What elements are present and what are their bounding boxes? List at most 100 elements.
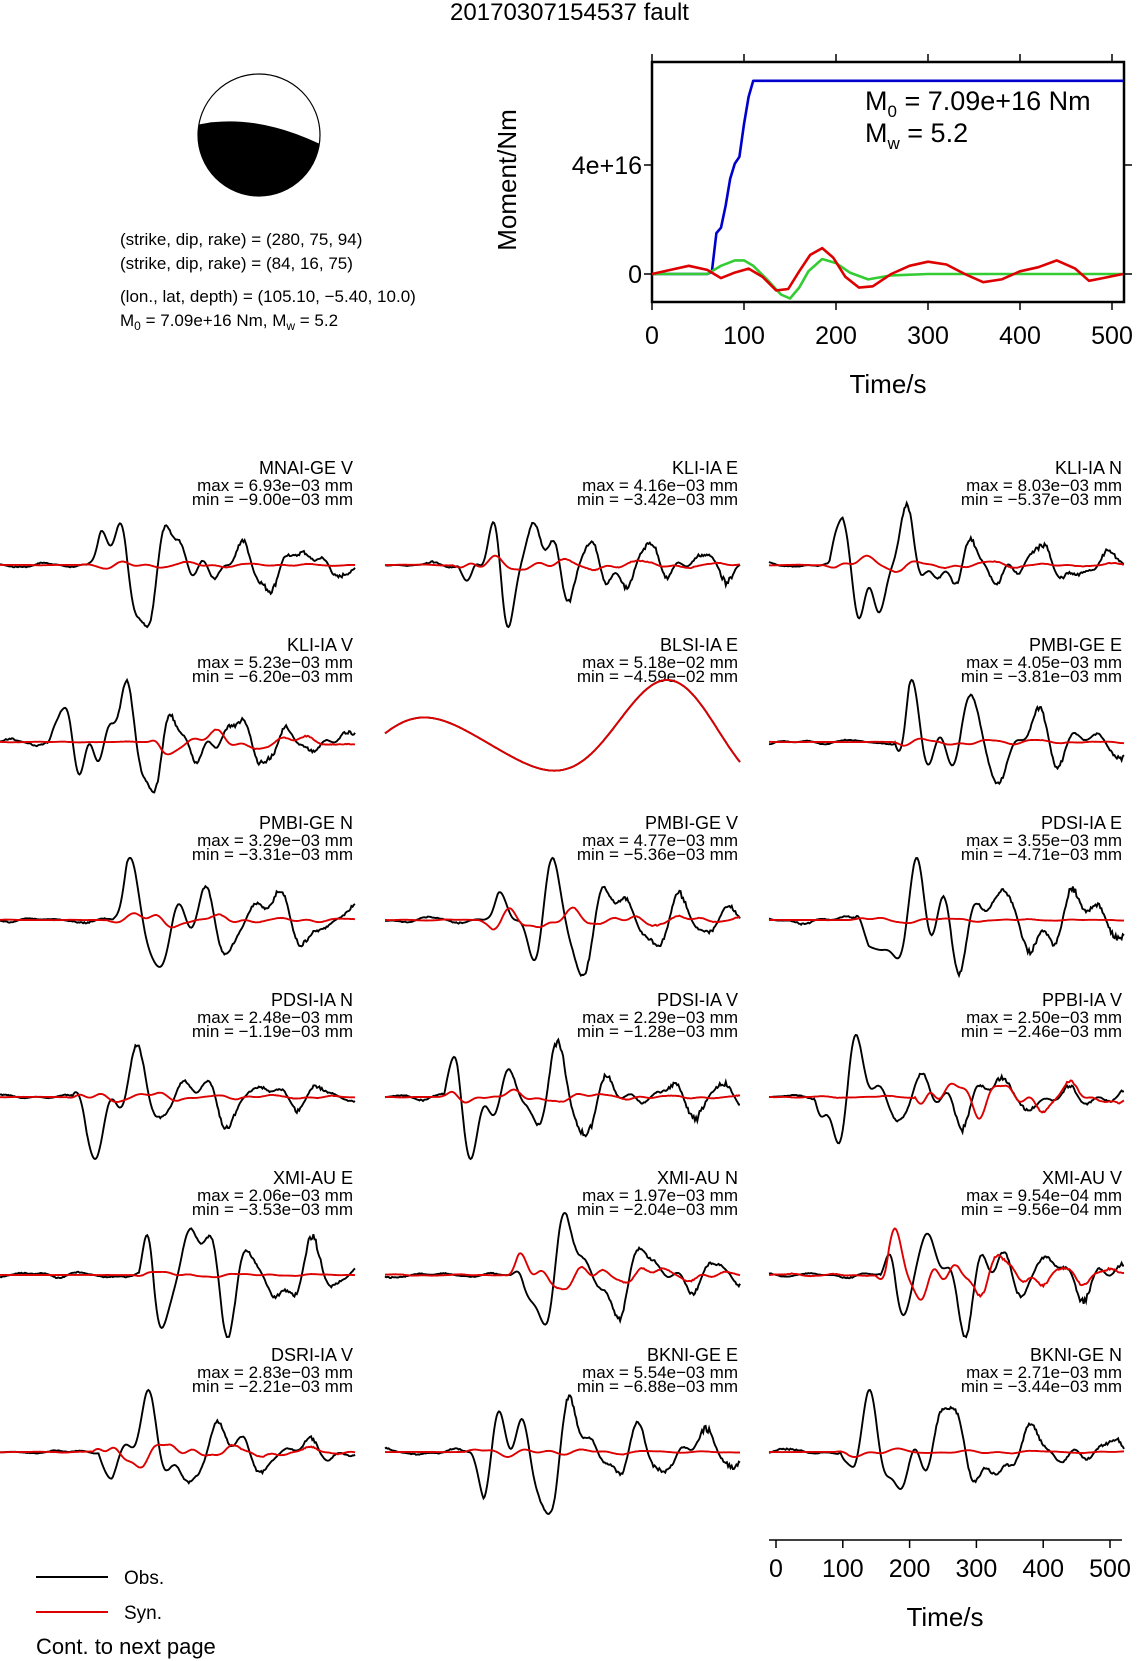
max-label: max = 5.23e−03 mm bbox=[197, 653, 353, 672]
observed-trace bbox=[0, 1043, 356, 1161]
station-label: XMI-AU E bbox=[273, 1168, 353, 1188]
max-label: max = 3.55e−03 mm bbox=[966, 831, 1122, 850]
source-location: (lon., lat, depth) = (105.10, −5.40, 10.… bbox=[120, 287, 416, 306]
min-label: min = −6.20e−03 mm bbox=[192, 667, 353, 686]
y-tick-label: 0 bbox=[628, 261, 642, 289]
legend-syn-label: Syn. bbox=[124, 1603, 162, 1624]
max-label: max = 2.48e−03 mm bbox=[197, 1008, 353, 1027]
figure-title: 20170307154537 fault bbox=[450, 0, 689, 26]
station-label: PDSI-IA V bbox=[657, 990, 738, 1010]
max-label: max = 2.50e−03 mm bbox=[966, 1008, 1122, 1027]
observed-trace bbox=[0, 1227, 356, 1339]
synthetic-trace bbox=[385, 1448, 741, 1458]
observed-trace bbox=[384, 679, 741, 772]
synthetic-trace bbox=[769, 1447, 1125, 1458]
min-label: min = −2.21e−03 mm bbox=[192, 1377, 353, 1396]
synthetic-trace bbox=[384, 679, 741, 772]
observed-trace bbox=[0, 1388, 356, 1485]
waveform-x-tick-label: 300 bbox=[956, 1555, 998, 1583]
observed-trace bbox=[768, 1388, 1125, 1491]
mw-annotation: Mw = 5.2 bbox=[865, 118, 968, 153]
observed-trace bbox=[768, 1232, 1125, 1339]
max-label: max = 4.77e−03 mm bbox=[582, 831, 738, 850]
min-label: min = −1.19e−03 mm bbox=[192, 1022, 353, 1041]
min-label: min = −4.59e−02 mm bbox=[577, 667, 738, 686]
station-label: XMI-AU N bbox=[657, 1168, 738, 1188]
waveform-x-tick-label: 100 bbox=[822, 1555, 864, 1583]
x-tick-label: 400 bbox=[999, 322, 1041, 350]
max-label: max = 5.54e−03 mm bbox=[582, 1363, 738, 1382]
max-label: max = 1.97e−03 mm bbox=[582, 1186, 738, 1205]
moment-summary: M0 = 7.09e+16 Nm, Mw = 5.2 bbox=[120, 311, 339, 333]
synthetic-trace bbox=[769, 737, 1125, 747]
max-label: max = 2.29e−03 mm bbox=[582, 1008, 738, 1027]
synthetic-trace bbox=[385, 906, 740, 931]
synthetic-trace bbox=[768, 1227, 1125, 1301]
synthetic-trace bbox=[0, 1443, 356, 1469]
min-label: min = −2.04e−03 mm bbox=[577, 1200, 738, 1219]
synthetic-trace bbox=[0, 728, 356, 756]
waveform-x-tick-label: 400 bbox=[1022, 1555, 1064, 1583]
observed-trace bbox=[0, 857, 356, 968]
moment-function-chart: 0 100 200 300 400 500 0 4e+16 Time/s Moment/Nm M0 … bbox=[492, 54, 1133, 399]
min-label: min = −2.46e−03 mm bbox=[961, 1022, 1122, 1041]
observed-trace bbox=[384, 1037, 741, 1161]
station-label: DSRI-IA V bbox=[271, 1345, 353, 1365]
nodal-plane-2: (strike, dip, rake) = (84, 16, 75) bbox=[120, 254, 353, 273]
station-label: MNAI-GE V bbox=[259, 460, 353, 478]
max-label: max = 5.18e−02 mm bbox=[582, 653, 738, 672]
series-misfit bbox=[651, 246, 1124, 292]
waveform-x-tick-label: 500 bbox=[1089, 1555, 1131, 1583]
x-tick-label: 0 bbox=[645, 322, 659, 350]
x-tick-label: 200 bbox=[815, 322, 857, 350]
observed-trace bbox=[768, 500, 1125, 620]
synthetic-trace bbox=[768, 1079, 1125, 1120]
station-label: PMBI-GE N bbox=[259, 813, 353, 833]
synthetic-trace bbox=[769, 554, 1125, 573]
min-label: min = −3.44e−03 mm bbox=[961, 1377, 1122, 1396]
waveform-x-tick-label: 0 bbox=[769, 1555, 783, 1583]
min-label: min = −3.53e−03 mm bbox=[192, 1200, 353, 1219]
synthetic-trace bbox=[0, 1270, 356, 1279]
min-label: min = −1.28e−03 mm bbox=[577, 1022, 738, 1041]
waveform-x-axis-label: Time/s bbox=[906, 1602, 983, 1632]
min-label: min = −5.36e−03 mm bbox=[577, 845, 738, 864]
legend-obs-label: Obs. bbox=[124, 1568, 164, 1589]
y-tick-label: 4e+16 bbox=[572, 152, 642, 180]
moment-y-axis-label: Moment/Nm bbox=[492, 109, 522, 251]
observed-trace bbox=[768, 678, 1125, 786]
waveform-x-tick-label: 200 bbox=[889, 1555, 931, 1583]
station-label: PPBI-IA V bbox=[1042, 990, 1122, 1010]
max-label: max = 2.06e−03 mm bbox=[197, 1186, 353, 1205]
min-label: min = −3.81e−03 mm bbox=[961, 667, 1122, 686]
station-label: BLSI-IA E bbox=[660, 635, 738, 655]
station-label: BKNI-GE N bbox=[1030, 1345, 1122, 1365]
max-label: max = 3.29e−03 mm bbox=[197, 831, 353, 850]
station-label: BKNI-GE E bbox=[647, 1345, 738, 1365]
observed-trace bbox=[384, 1211, 741, 1326]
min-label: min = −4.71e−03 mm bbox=[961, 845, 1122, 864]
observed-trace bbox=[768, 856, 1125, 979]
min-label: min = −6.88e−03 mm bbox=[577, 1377, 738, 1396]
max-label: max = 2.71e−03 mm bbox=[966, 1363, 1122, 1382]
max-label: max = 4.05e−03 mm bbox=[966, 653, 1122, 672]
min-label: min = −9.00e−03 mm bbox=[192, 490, 353, 509]
moment-x-axis-label: Time/s bbox=[849, 369, 926, 399]
synthetic-trace bbox=[0, 1091, 356, 1103]
station-label: XMI-AU V bbox=[1042, 1168, 1122, 1188]
station-label: KLI-IA V bbox=[287, 635, 353, 655]
